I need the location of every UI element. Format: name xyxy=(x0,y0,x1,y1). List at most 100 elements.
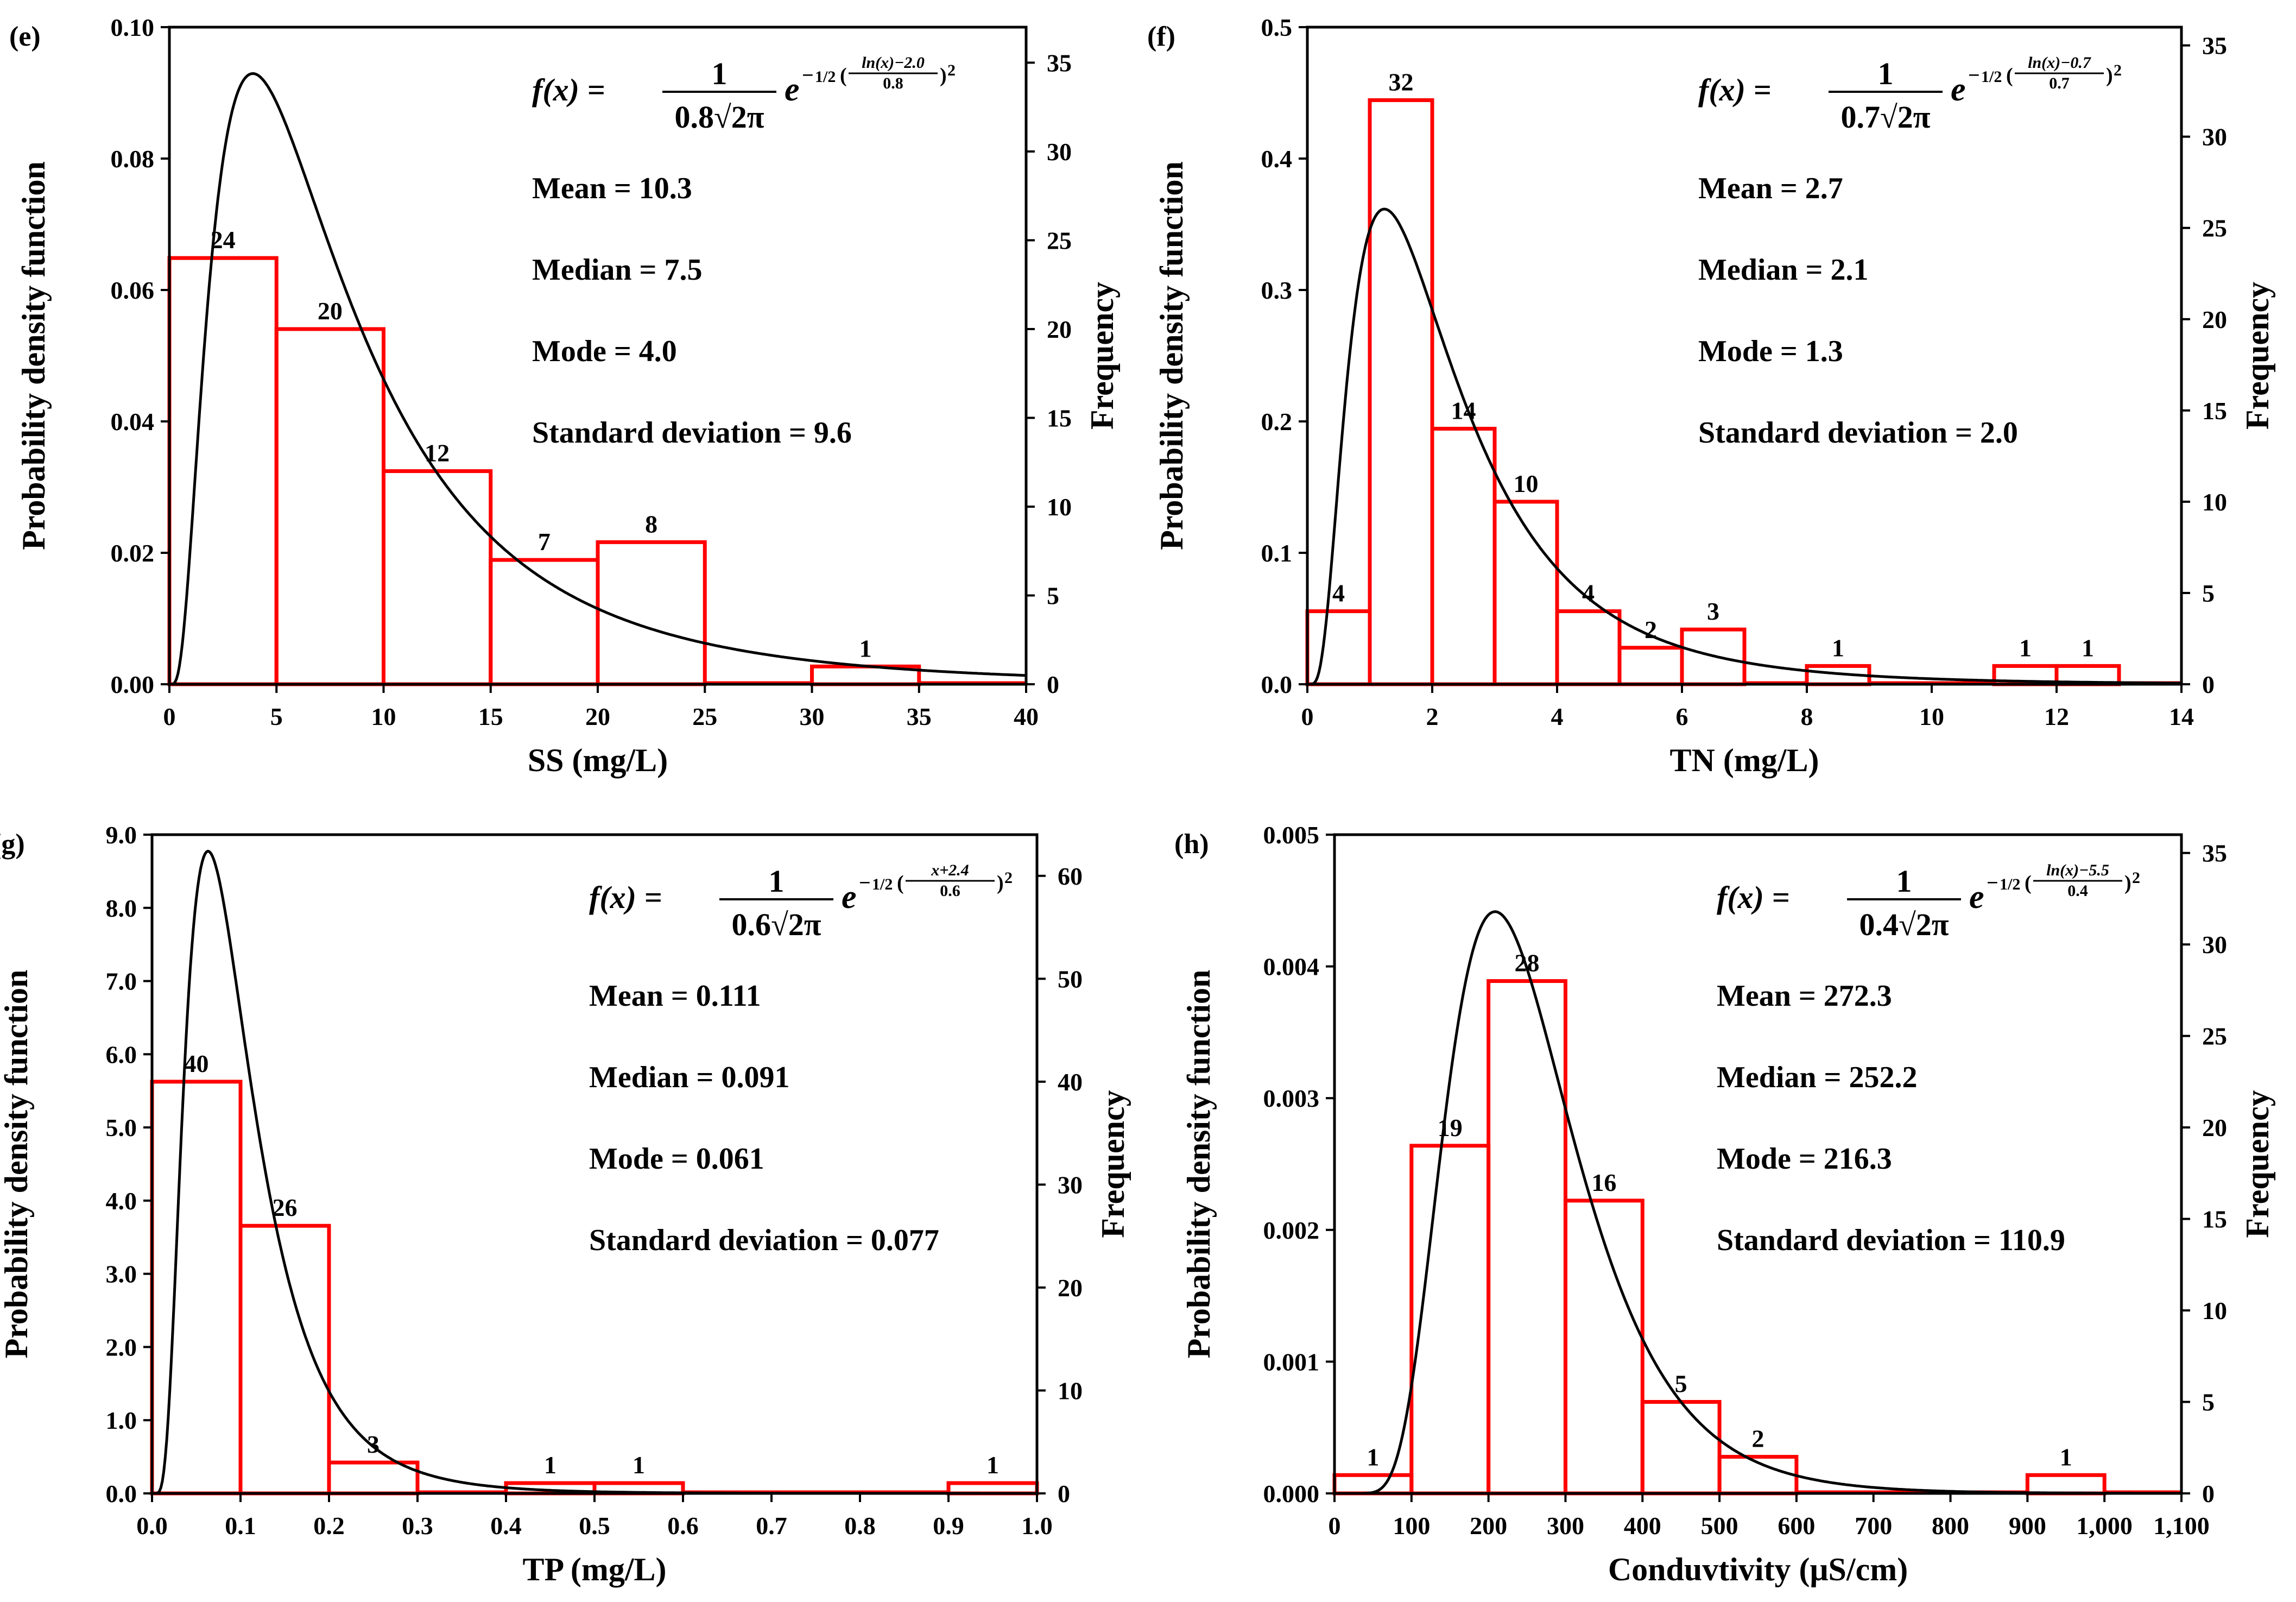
y-tick-label: 0.04 xyxy=(111,408,155,436)
x-tick-label: 2 xyxy=(1426,703,1439,730)
histogram-bar xyxy=(1305,609,1372,686)
x-tick-label: 8 xyxy=(1801,703,1813,730)
exp-denominator: 0.7 xyxy=(2049,74,2070,92)
x-tick-label: 10 xyxy=(1919,703,1944,730)
x-tick-label: 4 xyxy=(1551,703,1564,730)
x-axis-title: TP (mg/L) xyxy=(523,1551,667,1587)
histogram-bar xyxy=(946,1481,1039,1496)
bar-label: 3 xyxy=(367,1430,379,1458)
plot-frame xyxy=(1333,833,2183,1495)
chart-panel-g: 40 26 3 1 1 1 0.0 0.1 0.2 0.3 0.4 0.5 0.6 0.7 0.8 0.9 1.… xyxy=(0,821,1131,1587)
y-tick-label: 0.4 xyxy=(1261,145,1293,173)
x-tick-label: 0.8 xyxy=(844,1512,876,1540)
y-tick-label: 0.001 xyxy=(1263,1348,1320,1376)
histogram-bar xyxy=(382,469,493,686)
y-axis-title: Probability density function xyxy=(16,161,52,550)
y2-tick-label: 25 xyxy=(2202,215,2227,242)
x-tick-label: 600 xyxy=(1778,1512,1815,1540)
x-tick-label: 0 xyxy=(1329,1512,1341,1540)
bar-label: 1 xyxy=(1832,634,1844,661)
x-tick-label: 12 xyxy=(2044,703,2069,730)
y-tick-label: 3.0 xyxy=(106,1260,137,1288)
y2-axis-title: Frequency xyxy=(1095,1090,1131,1238)
y2-tick-label: 30 xyxy=(1047,138,1072,166)
y-tick-label: 0.003 xyxy=(1263,1084,1320,1112)
x-tick-label: 5 xyxy=(270,703,283,730)
y2-tick-label: 0 xyxy=(1058,1480,1070,1508)
y-tick-label: 0.5 xyxy=(1261,14,1293,41)
bar-label: 2 xyxy=(1644,616,1657,644)
y-tick-label: 5.0 xyxy=(106,1114,137,1141)
x-tick-label: 35 xyxy=(907,703,932,730)
stat-line: Mean = 2.7 xyxy=(1698,172,1843,205)
x-tick-label: 0.4 xyxy=(490,1512,522,1540)
x-tick-label: 0 xyxy=(1301,703,1314,730)
bar-label: 4 xyxy=(1332,579,1345,607)
pdf-equation: f(x) = 1 0.7√2π e −1/2 (ln(x)−0.7 0.7) 2 xyxy=(1698,54,2122,135)
stat-line: Mean = 0.111 xyxy=(589,979,761,1013)
exp-paren-close: ) xyxy=(2106,64,2113,87)
stat-line: Standard deviation = 2.0 xyxy=(1698,416,2018,450)
histogram-bar xyxy=(1332,1473,1414,1496)
bar-label: 32 xyxy=(1389,68,1414,96)
x-tick-label: 10 xyxy=(371,703,396,730)
stat-line: Mean = 10.3 xyxy=(532,172,692,205)
pdf-equation: f(x) = 1 0.4√2π e −1/2 (ln(x)−5.5 0.4) 2 xyxy=(1717,861,2140,942)
y-tick-label: 0.002 xyxy=(1263,1216,1320,1244)
exp-paren-close: ) xyxy=(940,64,947,87)
histogram-bar xyxy=(1430,426,1497,686)
histogram-bar xyxy=(1617,646,1684,686)
equation-lhs: f(x) = xyxy=(1698,72,1772,108)
equation-base: e xyxy=(1951,71,1966,108)
y-tick-label: 1.0 xyxy=(106,1407,137,1434)
pdf-curve xyxy=(169,72,1027,686)
x-tick-label: 1,000 xyxy=(2076,1512,2133,1540)
y-tick-label: 0.02 xyxy=(111,539,155,567)
y2-tick-label: 10 xyxy=(1047,493,1072,521)
y-tick-label: 0.2 xyxy=(1261,408,1293,436)
y-tick-label: 2.0 xyxy=(106,1333,137,1361)
exp-paren: ( xyxy=(2006,64,2013,87)
bar-label: 16 xyxy=(1591,1169,1616,1196)
stat-line: Mean = 272.3 xyxy=(1717,979,1892,1013)
exp-half: 1/2 xyxy=(815,68,836,86)
equation-lhs: f(x) = xyxy=(1717,880,1790,915)
stat-line: Mode = 216.3 xyxy=(1717,1142,1892,1176)
stat-line: Standard deviation = 9.6 xyxy=(532,416,852,450)
y2-tick-label: 35 xyxy=(2202,840,2227,867)
x-tick-label: 100 xyxy=(1393,1512,1430,1540)
y-axis-title: Probability density function xyxy=(1181,970,1217,1359)
x-tick-label: 200 xyxy=(1470,1512,1507,1540)
y2-tick-label: 40 xyxy=(1058,1068,1083,1096)
y2-tick-label: 10 xyxy=(2202,488,2227,516)
y-tick-label: 0.0 xyxy=(1261,671,1293,698)
stat-line: Median = 7.5 xyxy=(532,253,702,287)
bar-label: 1 xyxy=(544,1451,556,1479)
y2-tick-label: 20 xyxy=(1058,1274,1083,1302)
equation-numerator: 1 xyxy=(712,56,728,91)
bar-label: 1 xyxy=(859,634,872,662)
exp-denominator: 0.6 xyxy=(940,882,960,900)
bar-label: 8 xyxy=(645,510,657,538)
stat-line: Standard deviation = 110.9 xyxy=(1717,1223,2065,1257)
stat-line: Mode = 4.0 xyxy=(532,335,677,368)
stat-line: Standard deviation = 0.077 xyxy=(589,1223,939,1257)
pdf-equation: f(x) = 1 0.8√2π e −1/2 (ln(x)−2.0 0.8) 2 xyxy=(532,54,956,135)
bar-label: 1 xyxy=(2082,634,2094,661)
bar-label: 7 xyxy=(538,528,551,556)
y-tick-label: 0.10 xyxy=(111,14,155,41)
y2-tick-label: 25 xyxy=(2202,1023,2227,1050)
x-tick-label: 900 xyxy=(2009,1512,2046,1540)
x-tick-label: 0.0 xyxy=(136,1512,168,1540)
y2-tick-label: 5 xyxy=(2202,1389,2215,1416)
stat-line: Median = 2.1 xyxy=(1698,253,1868,287)
y-tick-label: 6.0 xyxy=(106,1040,137,1068)
equation-denominator: 0.7√2π xyxy=(1840,99,1930,135)
y2-axis-title: Frequency xyxy=(2240,282,2275,430)
bar-label: 2 xyxy=(1752,1425,1764,1453)
bar-label: 12 xyxy=(425,439,450,467)
